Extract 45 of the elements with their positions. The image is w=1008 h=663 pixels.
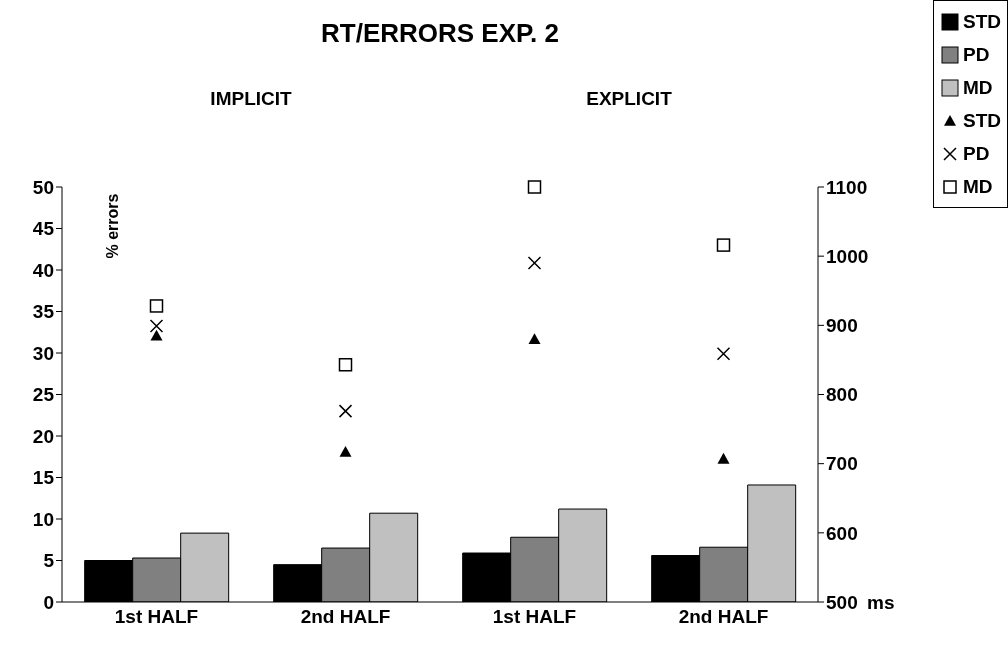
point <box>149 319 164 333</box>
y-tick-label: 30 <box>32 342 54 364</box>
y-tick-label: 10 <box>32 508 54 530</box>
y2-tick-label: 900 <box>826 315 858 337</box>
legend-label: PD <box>962 42 991 67</box>
point <box>716 238 731 252</box>
y2-tick-label: 1100 <box>826 176 868 198</box>
x-tick-label: 2nd HALF <box>300 606 391 628</box>
point <box>527 256 542 270</box>
y-tick-label: 5 <box>43 550 55 572</box>
x-tick-label: 2nd HALF <box>678 606 769 628</box>
legend-label: PD <box>962 141 991 166</box>
y-tick-label: 15 <box>32 467 55 489</box>
point <box>149 299 164 313</box>
y-tick-label: 50 <box>32 176 54 198</box>
chart-title: RT/ERRORS EXP. 2 <box>320 18 560 49</box>
y-tick-label: 0 <box>43 591 54 613</box>
point <box>527 180 542 194</box>
point <box>717 452 730 464</box>
x-tick-label: 1st HALF <box>492 606 577 628</box>
point <box>528 333 541 344</box>
legend-label: STD <box>962 9 1001 34</box>
legend-label: STD <box>962 108 1001 133</box>
text: EXPLICIT <box>585 88 673 110</box>
point <box>150 329 163 341</box>
y2-tick-label: 1000 <box>826 245 869 267</box>
y2-tick-label: 600 <box>826 522 858 544</box>
x-tick-label: 1st HALF <box>114 606 199 628</box>
point <box>339 445 352 457</box>
y-tick-label: 35 <box>32 301 55 323</box>
legend-label: MD <box>962 174 994 199</box>
y-axis-title: % errors <box>104 193 122 259</box>
legend-label: MD <box>962 75 994 100</box>
point <box>716 346 731 361</box>
y-tick-label: 45 <box>32 218 55 240</box>
y-tick-label: 20 <box>32 425 54 447</box>
point <box>338 404 353 418</box>
text: IMPLICIT <box>209 88 293 110</box>
y2-tick-label: 500 <box>826 591 858 613</box>
point <box>338 358 353 372</box>
y2-tick-label: 800 <box>826 384 858 406</box>
y-tick-label: 40 <box>32 259 54 281</box>
y2-axis-title: ms <box>867 592 895 614</box>
y-tick-label: 25 <box>32 384 55 406</box>
y2-tick-label: 700 <box>826 453 858 475</box>
